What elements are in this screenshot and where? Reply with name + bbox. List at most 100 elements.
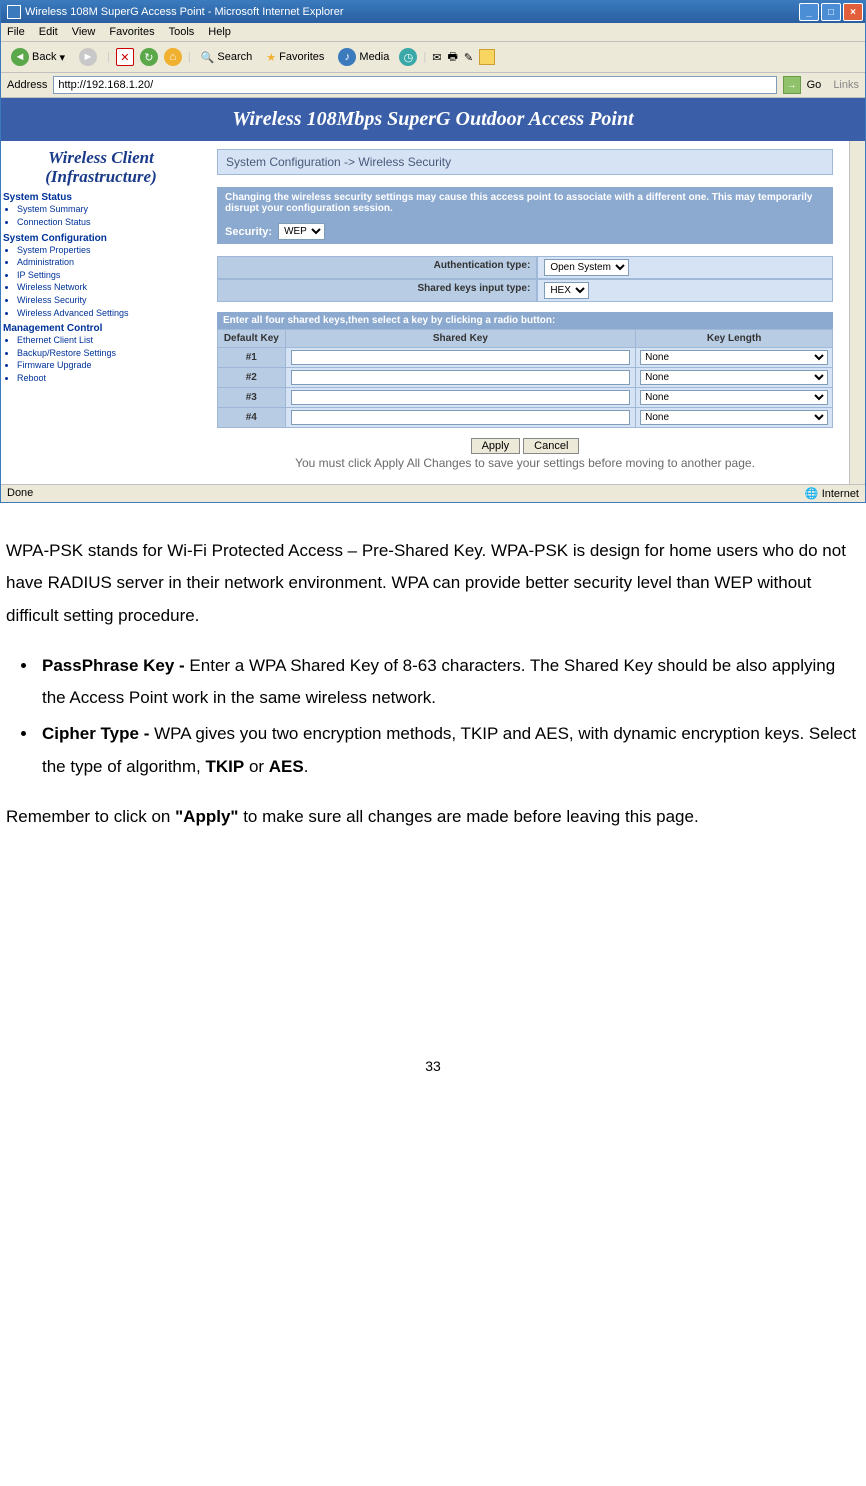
media-button[interactable]: ♪ Media xyxy=(334,46,393,68)
key-input-2[interactable] xyxy=(291,370,630,385)
col-shared: Shared Key xyxy=(285,330,636,348)
text: to make sure all changes are made before… xyxy=(238,807,698,826)
address-label: Address xyxy=(7,79,47,91)
key-row: #2 None xyxy=(218,368,833,388)
security-label: Security: xyxy=(225,226,272,238)
address-bar: Address → Go Links xyxy=(1,73,865,98)
main-panel: System Configuration -> Wireless Securit… xyxy=(201,141,849,484)
key-row-label[interactable]: #2 xyxy=(218,368,286,388)
security-select[interactable]: WEP xyxy=(278,223,325,240)
forward-icon: ► xyxy=(79,48,97,66)
go-label: Go xyxy=(807,79,822,91)
sidebar-item[interactable]: Backup/Restore Settings xyxy=(17,347,199,360)
scrollbar[interactable] xyxy=(849,141,865,484)
menu-favorites[interactable]: Favorites xyxy=(109,26,154,38)
star-icon: ★ xyxy=(266,51,276,64)
window-title: Wireless 108M SuperG Access Point - Micr… xyxy=(25,6,344,18)
save-note: You must click Apply All Changes to save… xyxy=(217,456,833,470)
search-label: Search xyxy=(217,51,252,63)
key-row-label[interactable]: #1 xyxy=(218,348,286,368)
minimize-button[interactable]: _ xyxy=(799,3,819,21)
key-row-label[interactable]: #4 xyxy=(218,408,286,428)
page-title: Wireless 108Mbps SuperG Outdoor Access P… xyxy=(1,98,865,141)
back-button[interactable]: ◄ Back ▾ xyxy=(7,46,69,68)
print-icon[interactable]: 🖶 xyxy=(447,48,457,67)
key-len-1[interactable]: None xyxy=(640,350,828,365)
text: . xyxy=(304,757,309,776)
favorites-label: Favorites xyxy=(279,51,324,63)
auth-select[interactable]: Open System xyxy=(544,259,629,276)
text: or xyxy=(244,757,269,776)
back-label: Back xyxy=(32,51,56,63)
key-input-4[interactable] xyxy=(291,410,630,425)
bold-label: PassPhrase Key - xyxy=(42,656,189,675)
media-label: Media xyxy=(359,51,389,63)
sidebar-item[interactable]: Wireless Advanced Settings xyxy=(17,307,199,320)
home-icon[interactable]: ⌂ xyxy=(164,48,182,66)
cancel-button[interactable]: Cancel xyxy=(523,438,579,454)
key-len-3[interactable]: None xyxy=(640,390,828,405)
refresh-icon[interactable]: ↻ xyxy=(140,48,158,66)
sidebar-item[interactable]: Wireless Security xyxy=(17,294,199,307)
col-default: Default Key xyxy=(218,330,286,348)
key-row-label[interactable]: #3 xyxy=(218,388,286,408)
menubar: File Edit View Favorites Tools Help xyxy=(1,23,865,42)
sidebar-item[interactable]: Connection Status xyxy=(17,216,199,229)
sidebar-title-l2: (Infrastructure) xyxy=(45,167,156,186)
search-button[interactable]: 🔍 Search xyxy=(197,49,257,66)
discuss-icon[interactable] xyxy=(479,49,495,65)
page-number: 33 xyxy=(6,1053,860,1080)
go-button[interactable]: → xyxy=(783,76,801,94)
mail-icon[interactable]: ✉ xyxy=(432,51,441,64)
media-icon: ♪ xyxy=(338,48,356,66)
close-button[interactable]: × xyxy=(843,3,863,21)
statusbar: Done 🌐 Internet xyxy=(1,484,865,502)
bold-tkip: TKIP xyxy=(205,757,244,776)
key-input-3[interactable] xyxy=(291,390,630,405)
sidebar-item[interactable]: Firmware Upgrade xyxy=(17,359,199,372)
paragraph-wpa: WPA-PSK stands for Wi-Fi Protected Acces… xyxy=(6,535,860,632)
key-len-4[interactable]: None xyxy=(640,410,828,425)
sidebar: Wireless Client (Infrastructure) System … xyxy=(1,141,201,484)
list-item-passphrase: PassPhrase Key - Enter a WPA Shared Key … xyxy=(38,650,860,715)
input-type-label: Shared keys input type: xyxy=(217,279,537,302)
key-input-1[interactable] xyxy=(291,350,630,365)
toolbar: ◄ Back ▾ ► | ✕ ↻ ⌂ | 🔍 Search ★ Favorite… xyxy=(1,42,865,73)
auth-table: Authentication type: Open System Shared … xyxy=(217,256,833,302)
input-type-select[interactable]: HEX xyxy=(544,282,589,299)
sidebar-item[interactable]: Reboot xyxy=(17,372,199,385)
menu-view[interactable]: View xyxy=(72,26,96,38)
history-icon[interactable]: ◷ xyxy=(399,48,417,66)
edit-icon[interactable]: ✎ xyxy=(464,51,473,64)
warning-text: Changing the wireless security settings … xyxy=(217,187,833,219)
col-length: Key Length xyxy=(636,330,833,348)
key-len-2[interactable]: None xyxy=(640,370,828,385)
ie-icon xyxy=(7,5,21,19)
sidebar-group-mgmt: Management Control xyxy=(3,323,199,334)
sidebar-item[interactable]: Ethernet Client List xyxy=(17,334,199,347)
security-row: Security: WEP xyxy=(217,219,833,244)
sidebar-item[interactable]: System Properties xyxy=(17,244,199,257)
titlebar: Wireless 108M SuperG Access Point - Micr… xyxy=(1,1,865,23)
sidebar-item[interactable]: Wireless Network xyxy=(17,281,199,294)
sidebar-item[interactable]: IP Settings xyxy=(17,269,199,282)
menu-tools[interactable]: Tools xyxy=(169,26,195,38)
menu-help[interactable]: Help xyxy=(208,26,231,38)
favorites-button[interactable]: ★ Favorites xyxy=(262,49,328,66)
maximize-button[interactable]: □ xyxy=(821,3,841,21)
url-input[interactable] xyxy=(53,76,776,94)
stop-icon[interactable]: ✕ xyxy=(116,48,134,66)
forward-button[interactable]: ► xyxy=(75,46,101,68)
menu-edit[interactable]: Edit xyxy=(39,26,58,38)
page-content: Wireless 108Mbps SuperG Outdoor Access P… xyxy=(1,98,865,484)
sidebar-group-status: System Status xyxy=(3,192,199,203)
sidebar-item[interactable]: System Summary xyxy=(17,203,199,216)
apply-button[interactable]: Apply xyxy=(471,438,521,454)
menu-file[interactable]: File xyxy=(7,26,25,38)
sidebar-item[interactable]: Administration xyxy=(17,256,199,269)
bold-apply: "Apply" xyxy=(175,807,238,826)
auth-label: Authentication type: xyxy=(217,256,537,279)
key-row: #1 None xyxy=(218,348,833,368)
paragraph-apply: Remember to click on "Apply" to make sur… xyxy=(6,801,860,833)
text: WPA gives you two encryption methods, TK… xyxy=(42,724,856,775)
